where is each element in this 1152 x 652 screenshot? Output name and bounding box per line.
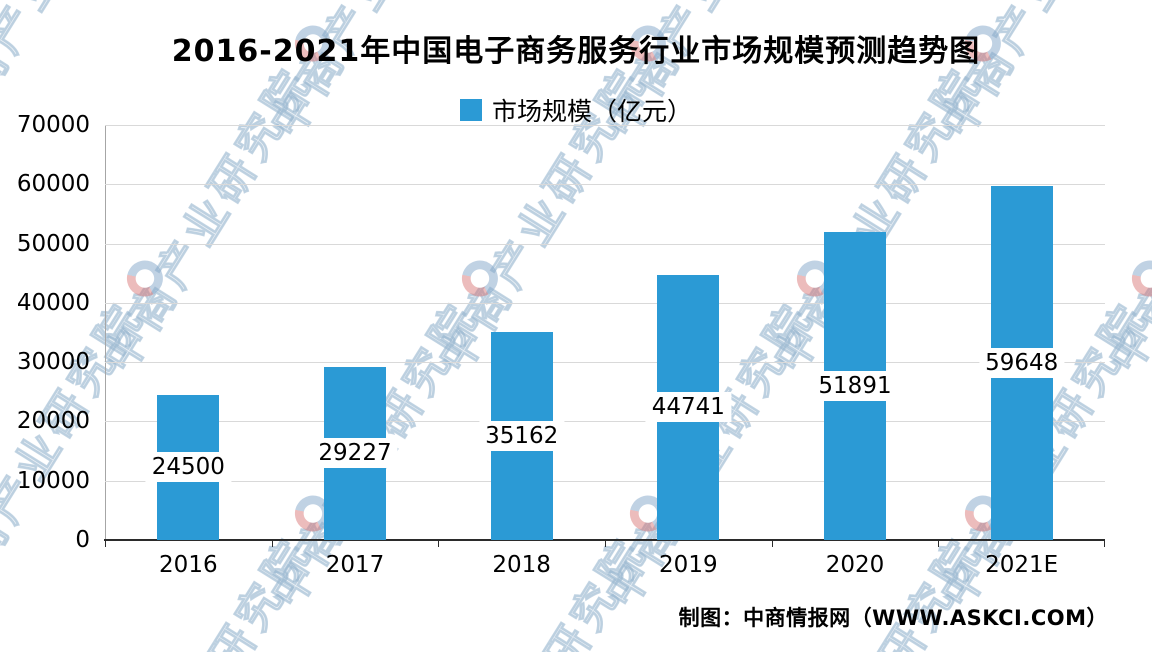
gridline	[105, 362, 1105, 364]
x-axis-tick	[1104, 540, 1105, 547]
gridline	[105, 302, 1105, 304]
gridline	[105, 125, 1105, 126]
x-axis-line	[104, 539, 1105, 541]
x-category-label: 2018	[492, 552, 551, 578]
y-tick-label: 30000	[16, 349, 90, 376]
legend: 市场规模（亿元）	[0, 92, 1152, 128]
y-axis-line	[105, 125, 106, 540]
y-axis-labels: 0 10000 20000 30000 40000 50000 60000 70000	[0, 112, 90, 553]
y-tick-label: 40000	[16, 289, 90, 316]
x-category-label: 2017	[325, 552, 385, 578]
watermark-text: 中商产业研究院	[1089, 522, 1152, 652]
bar-value-label: 24500	[145, 452, 231, 483]
x-axis-tick	[438, 540, 440, 547]
y-tick-label: 0	[75, 527, 90, 553]
legend-label: 市场规模（亿元）	[491, 97, 692, 126]
plot-area: 24500 29227 35162 44741 51891 59648	[104, 125, 1105, 547]
gridline	[105, 243, 1105, 245]
chart-title: 2016-2021年中国电子商务服务行业市场规模预测趋势图	[171, 34, 981, 69]
watermark-text: 中商产业研究院	[754, 522, 994, 652]
watermark-logo-icon	[1125, 253, 1152, 304]
watermark-text: 中商产业研究院	[419, 522, 659, 652]
x-category-label: 2020	[825, 552, 885, 578]
y-tick-label: 10000	[16, 467, 90, 494]
y-tick-label: 70000	[16, 112, 90, 138]
gridline	[105, 184, 1105, 186]
chart-credit: 制图：中商情报网（WWW.ASKCI.COM）	[678, 606, 1108, 630]
legend-swatch-icon	[459, 99, 482, 121]
gridline	[105, 421, 1105, 423]
x-category-label: 2019	[659, 552, 718, 578]
bar-value-label: 44741	[645, 392, 731, 423]
x-axis-tick	[605, 540, 606, 547]
bar-value-label: 51891	[812, 371, 898, 402]
bar-value-label: 59648	[979, 348, 1065, 379]
bar-value-label: 35162	[479, 420, 565, 451]
x-category-label: 2016	[159, 552, 218, 578]
watermark-text: 中商产业研究院	[84, 522, 324, 652]
bar-value-label: 29227	[312, 438, 398, 469]
x-axis-labels: 2016 2017 2018 2019 2020 2021E	[105, 552, 1105, 582]
x-category-label: 2021E	[985, 552, 1059, 578]
y-tick-label: 20000	[16, 408, 90, 435]
x-axis-tick	[938, 540, 940, 547]
x-axis-tick	[271, 540, 273, 547]
x-axis-tick	[105, 540, 106, 547]
y-tick-label: 60000	[16, 171, 90, 198]
gridline	[105, 480, 1105, 482]
y-tick-label: 50000	[16, 230, 90, 257]
x-axis-tick	[771, 540, 773, 547]
